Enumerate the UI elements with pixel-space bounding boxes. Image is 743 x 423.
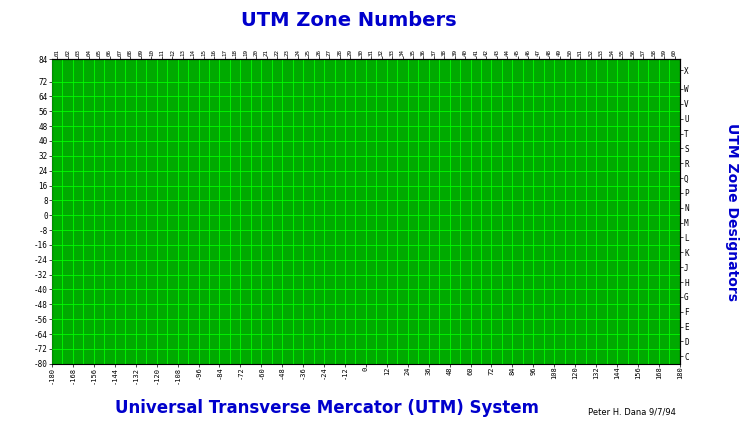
Text: Universal Transverse Mercator (UTM) System: Universal Transverse Mercator (UTM) Syst… <box>115 398 539 417</box>
Text: Peter H. Dana 9/7/94: Peter H. Dana 9/7/94 <box>588 408 676 417</box>
Text: UTM Zone Designators: UTM Zone Designators <box>725 123 739 300</box>
Text: UTM Zone Numbers: UTM Zone Numbers <box>241 11 457 30</box>
